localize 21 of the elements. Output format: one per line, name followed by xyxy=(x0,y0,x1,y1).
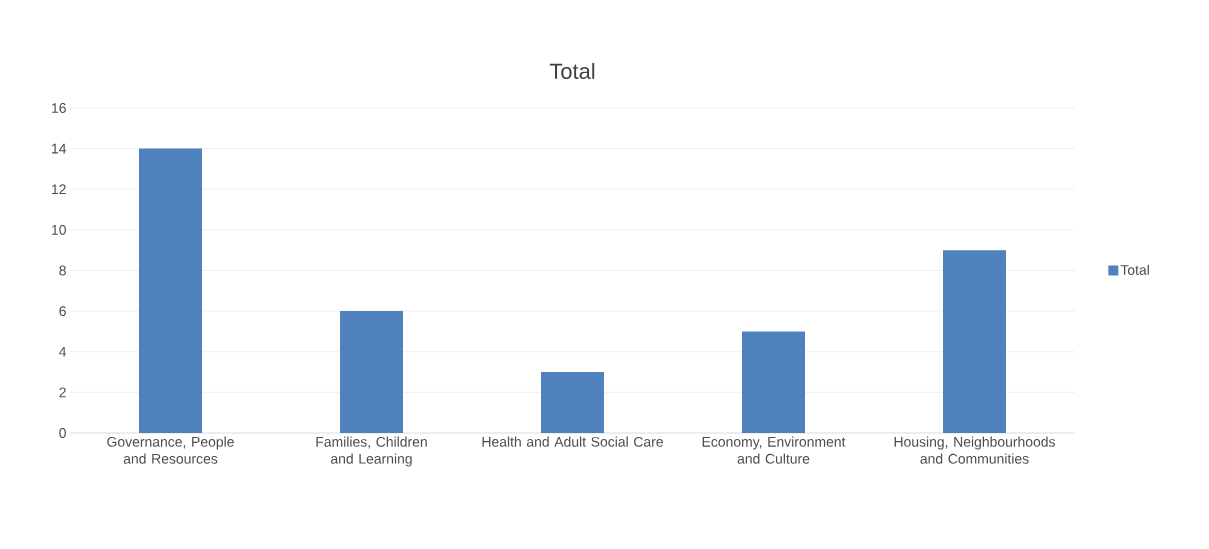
y-tick-label: 0 xyxy=(59,428,66,438)
y-tick-label: 10 xyxy=(52,224,66,235)
x-tick-label: Families, Children and Learning xyxy=(316,436,427,467)
x-tick-label: Economy, Environment and Culture xyxy=(702,436,846,464)
bar xyxy=(340,311,403,433)
legend-label: Total xyxy=(1120,264,1149,275)
x-tick-label: Housing, Neighbourhoods and Communities xyxy=(894,436,1055,464)
y-tick-label: 16 xyxy=(52,103,66,113)
y-tick-label: 14 xyxy=(52,143,67,154)
x-tick-label: Health and Adult Social Care xyxy=(482,436,663,447)
x-tick-label: Governance, People and Resources xyxy=(107,436,234,464)
y-tick-label: 12 xyxy=(52,184,66,195)
chart-title: Total xyxy=(549,62,595,79)
bar xyxy=(943,250,1006,433)
y-tick-label: 2 xyxy=(59,387,66,398)
y-tick-label: 8 xyxy=(59,265,66,276)
bar xyxy=(139,148,202,433)
bar xyxy=(742,331,805,433)
y-tick-label: 4 xyxy=(59,346,67,357)
y-tick-label: 6 xyxy=(59,306,66,317)
bar xyxy=(541,372,604,433)
